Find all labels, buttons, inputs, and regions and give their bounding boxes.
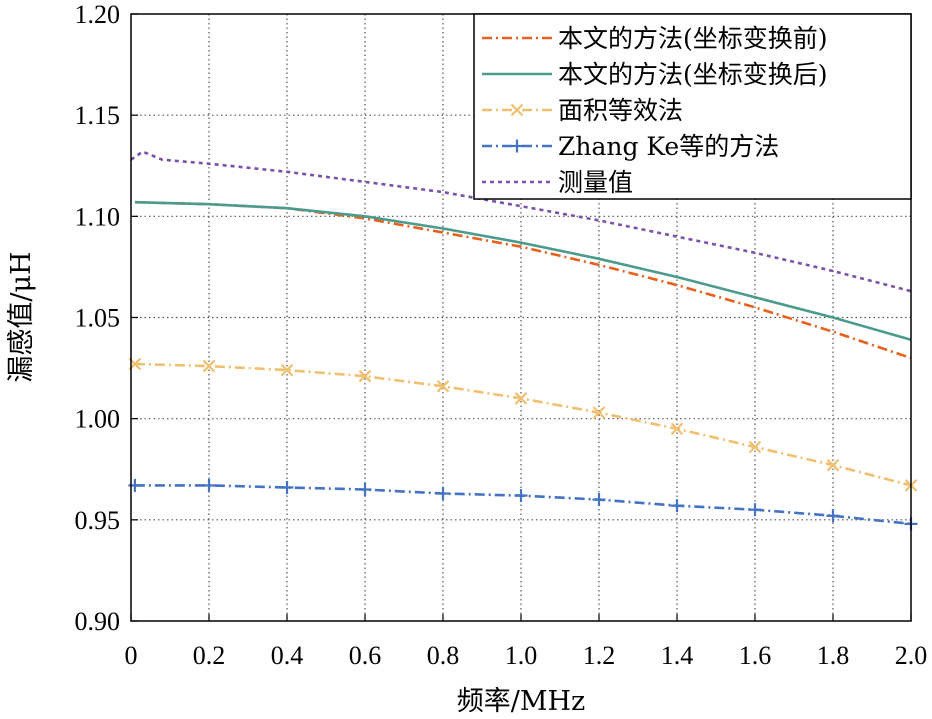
- y-tick-label: 0.95: [75, 506, 121, 535]
- series-4-point: [592, 493, 606, 507]
- series-line-1: [134, 200, 912, 360]
- legend-entry-3: 面积等效法: [482, 96, 683, 125]
- series-line-4: [134, 484, 912, 526]
- series-line-3: [134, 362, 912, 487]
- x-tick-label: 2.0: [895, 641, 928, 670]
- y-tick-label: 0.90: [75, 607, 121, 636]
- x-tick-label: 1.8: [817, 641, 850, 670]
- x-axis-label: 频率/MHz: [457, 686, 586, 717]
- series-4-point: [358, 482, 372, 496]
- series-4-point: [826, 509, 840, 523]
- y-axis-label: 漏感值/μH: [6, 251, 37, 382]
- x-tick-label: 0.8: [427, 641, 460, 670]
- legend-label: 面积等效法: [558, 96, 683, 125]
- series-4-point: [748, 503, 762, 517]
- series-3-point: [592, 406, 606, 419]
- series-4-point: [436, 487, 450, 501]
- series-4-point: [280, 480, 294, 494]
- legend-label: 本文的方法(坐标变换后): [558, 60, 828, 89]
- x-tick-label: 1.6: [739, 641, 772, 670]
- legend-label: 测量值: [558, 168, 633, 197]
- legend-label: 本文的方法(坐标变换前): [558, 24, 828, 53]
- tick-layer: 0 0.2 0.4 0.6 0.8 1.0 1.2 1.4 1.6 1.8 2.0 0.90 0.95 1…: [75, 0, 928, 670]
- series-3-point: [280, 363, 294, 377]
- x-tick-label: 0.2: [193, 641, 226, 670]
- x-tick-label: 1.4: [661, 641, 694, 670]
- x-tick-label: 0.6: [349, 641, 382, 670]
- series-line-5: [130, 150, 912, 293]
- legend: 本文的方法(坐标变换前) 本文的方法(坐标变换后) 面积等效法 Zhang Ke等的方…: [473, 13, 912, 200]
- y-tick-label: 1.05: [75, 304, 121, 333]
- series-3-point: [358, 369, 372, 383]
- series-line-2: [134, 200, 912, 342]
- series-4-point: [670, 499, 684, 513]
- legend-marker: [510, 139, 524, 153]
- legend-entry-5: 测量值: [482, 168, 633, 197]
- legend-entry-1: 本文的方法(坐标变换前): [482, 24, 828, 53]
- series-4-point: [202, 478, 216, 492]
- series-3-point: [748, 440, 762, 454]
- y-tick-label: 1.15: [75, 101, 121, 130]
- x-tick-label: 0.4: [271, 641, 304, 670]
- x-tick-label: 0: [125, 641, 138, 670]
- series-layer: [128, 150, 918, 531]
- legend-marker: [510, 103, 524, 117]
- series-3-point: [436, 380, 450, 393]
- series-4-point: [514, 489, 528, 503]
- legend-entry-4: Zhang Ke等的方法: [482, 132, 779, 161]
- series-3-point: [670, 422, 684, 436]
- y-tick-label: 1.00: [75, 405, 121, 434]
- series-3-point: [202, 359, 216, 373]
- y-tick-label: 1.10: [75, 202, 121, 231]
- legend-label: Zhang Ke等的方法: [558, 132, 779, 161]
- series-3-point: [514, 392, 528, 405]
- y-tick-label: 1.20: [75, 0, 121, 29]
- x-tick-label: 1.0: [505, 641, 538, 670]
- legend-box: [473, 13, 912, 200]
- series-3-point: [826, 458, 840, 472]
- x-tick-label: 1.2: [583, 641, 616, 670]
- legend-entry-2: 本文的方法(坐标变换后): [482, 60, 828, 89]
